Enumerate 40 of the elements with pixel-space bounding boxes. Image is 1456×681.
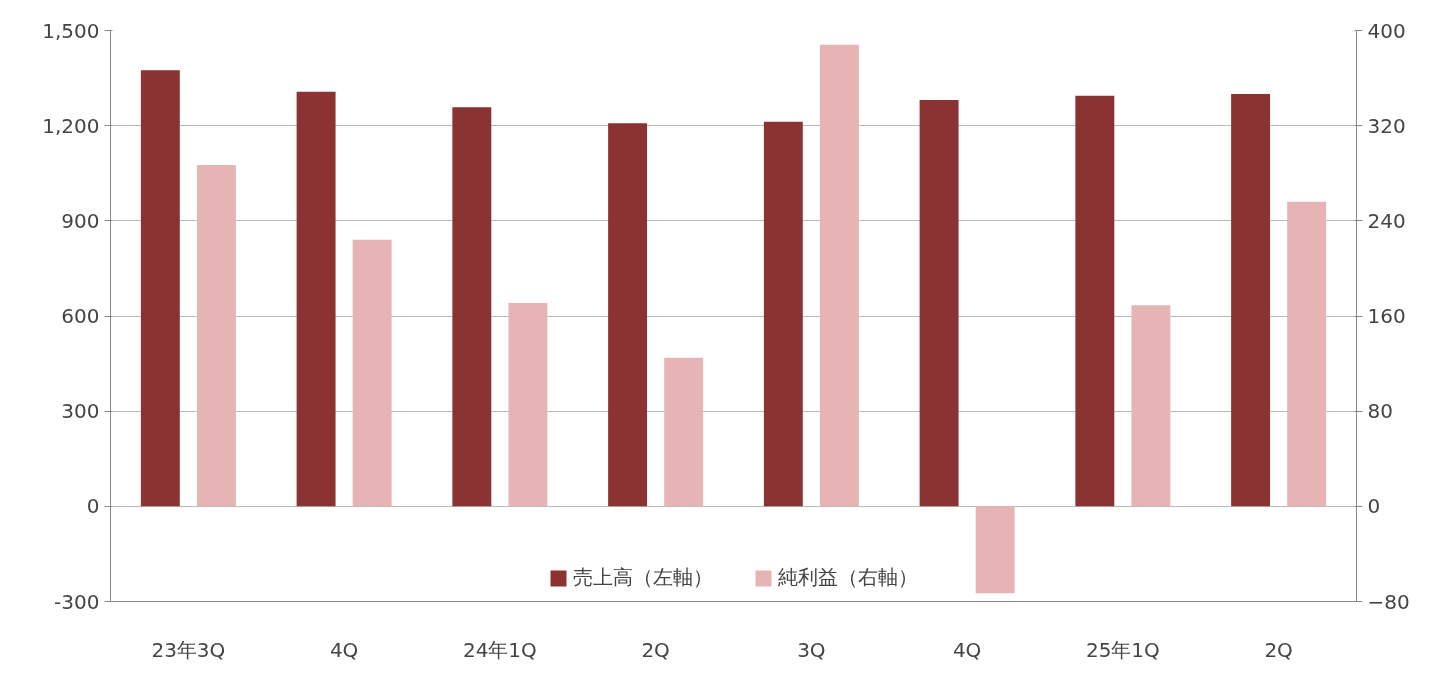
y2-tick-label: 0 (1367, 494, 1381, 519)
bar (819, 44, 859, 507)
legend-label: 売上高（左軸） (573, 564, 713, 591)
x-tick-label: 23年3Q (151, 637, 226, 662)
x-tick-label: 25年1Q (1085, 637, 1160, 662)
bar (296, 91, 336, 507)
bar (664, 357, 704, 507)
bar (919, 99, 959, 507)
y2-tick-label: 80 (1367, 399, 1393, 424)
bar (1075, 95, 1115, 507)
bar (1131, 305, 1171, 507)
x-tick-label: 2Q (1264, 637, 1293, 662)
y-tick-label: 1,200 (42, 113, 100, 138)
y2-tick-label: 240 (1367, 208, 1406, 233)
y-tick-label: 300 (61, 399, 100, 424)
y-tick-label: 0 (86, 494, 100, 519)
legend-label: 純利益（右軸） (778, 564, 918, 591)
bar (1231, 93, 1271, 507)
bar (196, 164, 236, 507)
y-tick-label: 1,500 (42, 18, 100, 43)
x-tick-label: 4Q (329, 637, 359, 662)
x-tick-label: 4Q (952, 637, 982, 662)
y-tick-label: -300 (54, 589, 100, 614)
bar (608, 123, 648, 507)
y2-tick-label: 160 (1367, 304, 1406, 328)
x-tick-label: 3Q (797, 637, 826, 662)
y2-tick-label: 320 (1367, 113, 1406, 138)
y-tick-label: 900 (61, 208, 100, 233)
bar (1287, 201, 1327, 507)
x-tick-label: 24年1Q (462, 637, 537, 662)
bar (352, 239, 392, 507)
bar (508, 302, 548, 507)
bar (763, 121, 803, 507)
y2-tick-label: −80 (1367, 589, 1410, 614)
bar (140, 70, 180, 507)
y2-tick-label: 400 (1367, 18, 1406, 43)
bar (452, 107, 492, 507)
bar (975, 506, 1015, 594)
x-tick-label: 2Q (641, 637, 670, 662)
y-tick-label: 600 (61, 304, 100, 328)
